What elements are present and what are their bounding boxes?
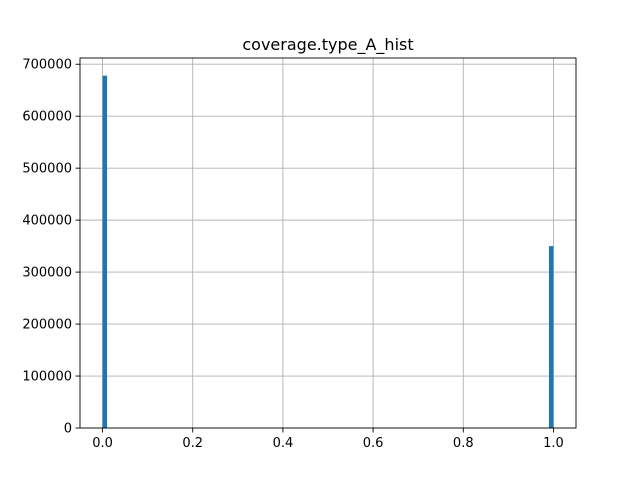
histogram-bar [548, 246, 554, 428]
y-tick-label: 200000 [22, 318, 72, 333]
histogram-bar [102, 75, 108, 428]
y-tick-label: 700000 [22, 58, 72, 73]
y-tick-label: 500000 [22, 162, 72, 177]
y-axis: 0 100000 200000 300000 400000 500000 600000 700… [22, 58, 80, 437]
y-tick-label: 600000 [22, 110, 72, 125]
plot-area-frame [79, 57, 577, 429]
x-tick-label: 0.8 [453, 436, 474, 451]
x-tick-label: 0.4 [273, 436, 294, 451]
chart-title: coverage.type_A_hist [242, 35, 413, 55]
y-tick-label: 0 [64, 422, 72, 437]
y-tick-label: 400000 [22, 214, 72, 229]
y-tick-label: 300000 [22, 266, 72, 281]
x-tick-label: 1.0 [543, 436, 564, 451]
x-tick-label: 0.2 [182, 436, 203, 451]
x-tick-label: 0.6 [363, 436, 384, 451]
bars [102, 75, 554, 428]
grid-lines [80, 58, 576, 429]
x-tick-label: 0.0 [92, 436, 113, 451]
y-tick-label: 100000 [22, 370, 72, 385]
x-axis: 0.0 0.2 0.4 0.6 0.8 1.0 [92, 428, 564, 451]
